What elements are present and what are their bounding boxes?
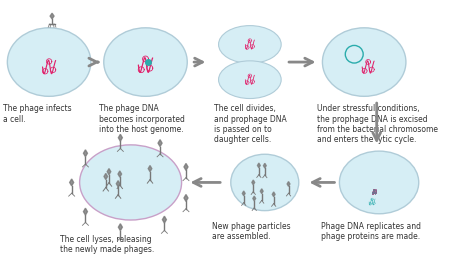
Polygon shape bbox=[253, 196, 255, 201]
Polygon shape bbox=[287, 181, 290, 186]
Text: Phage DNA replicates and
phage proteins are made.: Phage DNA replicates and phage proteins … bbox=[321, 222, 421, 241]
Polygon shape bbox=[50, 13, 54, 19]
Ellipse shape bbox=[231, 154, 299, 211]
Polygon shape bbox=[184, 164, 188, 170]
Text: New phage particles
are assembled.: New phage particles are assembled. bbox=[212, 222, 291, 241]
Polygon shape bbox=[148, 166, 152, 172]
Polygon shape bbox=[118, 134, 122, 141]
Polygon shape bbox=[83, 150, 87, 157]
Text: The cell divides,
and prophage DNA
is passed on to
daughter cells.: The cell divides, and prophage DNA is pa… bbox=[214, 104, 286, 144]
Ellipse shape bbox=[339, 151, 419, 214]
Polygon shape bbox=[163, 216, 166, 223]
Text: The cell lyses, releasing
the newly made phages.: The cell lyses, releasing the newly made… bbox=[60, 235, 154, 254]
Polygon shape bbox=[272, 192, 275, 197]
Ellipse shape bbox=[104, 28, 187, 96]
Text: Under stressful conditions,
the prophage DNA is excised
from the bacterial chrom: Under stressful conditions, the prophage… bbox=[318, 104, 438, 144]
Polygon shape bbox=[184, 194, 188, 202]
Polygon shape bbox=[158, 140, 162, 147]
Text: The phage DNA
becomes incorporated
into the host genome.: The phage DNA becomes incorporated into … bbox=[99, 104, 185, 134]
Text: The phage infects
a cell.: The phage infects a cell. bbox=[3, 104, 72, 124]
Ellipse shape bbox=[80, 145, 182, 220]
Polygon shape bbox=[260, 189, 263, 194]
Ellipse shape bbox=[8, 28, 91, 96]
Polygon shape bbox=[116, 181, 120, 187]
Polygon shape bbox=[118, 224, 122, 231]
Ellipse shape bbox=[322, 28, 406, 96]
Polygon shape bbox=[257, 163, 260, 168]
Ellipse shape bbox=[219, 61, 281, 99]
Polygon shape bbox=[70, 179, 73, 186]
Polygon shape bbox=[264, 163, 266, 168]
Polygon shape bbox=[118, 171, 122, 177]
Polygon shape bbox=[83, 208, 87, 215]
Polygon shape bbox=[107, 168, 111, 175]
Polygon shape bbox=[104, 173, 108, 180]
Polygon shape bbox=[252, 180, 255, 185]
Polygon shape bbox=[242, 191, 245, 196]
Ellipse shape bbox=[219, 26, 281, 63]
